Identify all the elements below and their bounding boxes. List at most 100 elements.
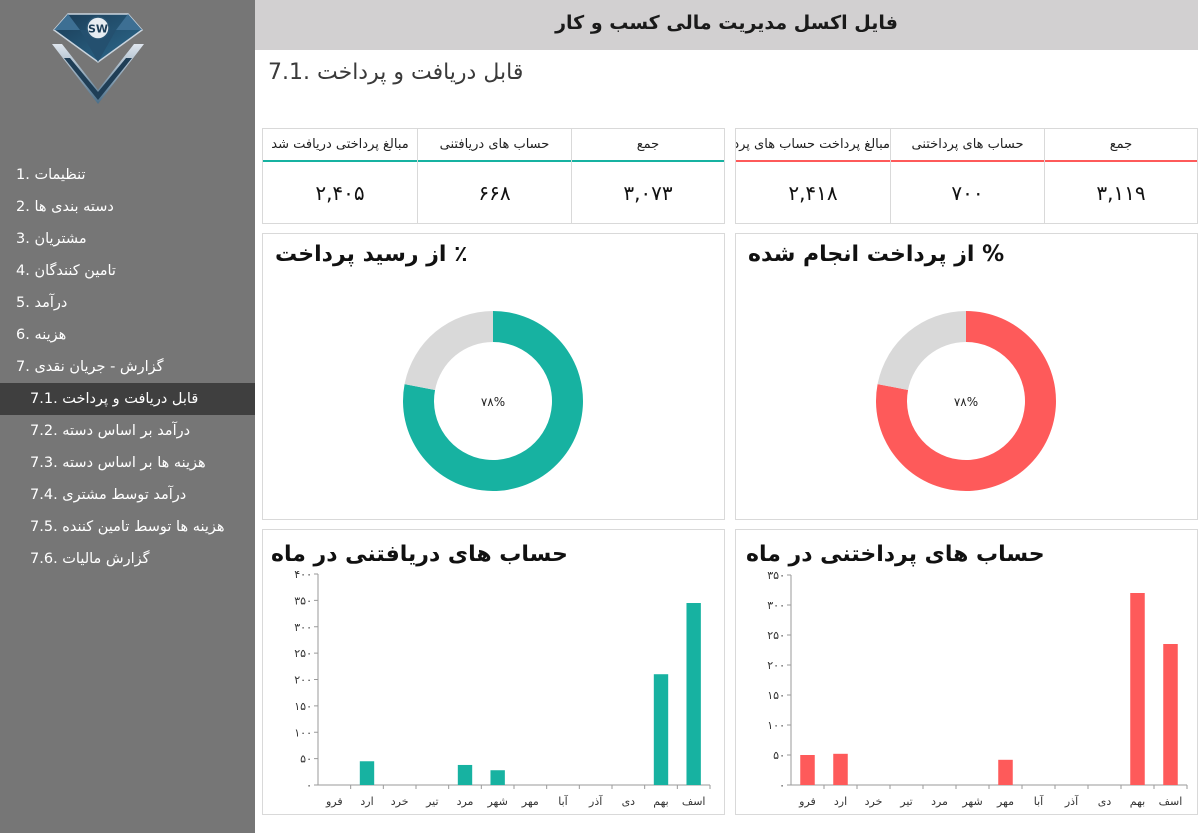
sidebar-item[interactable]: تامین کنندگان .4 xyxy=(16,263,116,279)
stat-value: ۲,۴۰۵ xyxy=(315,181,365,205)
sidebar-item[interactable]: مشتریان .3 xyxy=(16,231,87,247)
stat-header: مبالغ پرداخت حساب های پرداختنی xyxy=(736,137,890,152)
bar xyxy=(833,753,848,785)
x-tick-label: دی xyxy=(622,795,636,808)
x-tick-label: بهم xyxy=(1130,795,1145,808)
x-tick-label: آذر xyxy=(1064,794,1079,808)
x-tick-label: ارد xyxy=(360,795,373,808)
stat-header: حساب های دریافتنی xyxy=(439,137,550,152)
stat-received: مبالغ پرداختی دریافت شد ۲,۴۰۵ xyxy=(263,129,417,223)
page-title: قابل دریافت و پرداخت .7.1 xyxy=(268,60,524,85)
y-tick-label: ۵۰ xyxy=(300,753,312,766)
sidebar: SW تنظیمات .1 دسته بندی ها .2 مشتریان .3 تا… xyxy=(0,0,255,833)
donut-slice-rest xyxy=(404,311,493,390)
stat-accent-line xyxy=(736,160,890,162)
y-tick-label: ۳۰۰ xyxy=(294,621,312,634)
x-tick-label: فرو xyxy=(798,795,816,808)
header-bar: فایل اکسل مدیریت مالی کسب و کار xyxy=(255,0,1198,50)
diamond-logo-icon: SW xyxy=(50,8,146,108)
stat-payable: حساب های پرداختنی ۷۰۰ xyxy=(890,129,1044,223)
stat-value: ۲,۴۱۸ xyxy=(788,181,838,205)
x-tick-label: مرد xyxy=(457,795,474,808)
sidebar-item[interactable]: درآمد .5 xyxy=(16,295,68,311)
y-tick-label: ۲۰۰ xyxy=(294,674,312,687)
sidebar-item[interactable]: درآمد بر اساس دسته .7.2 xyxy=(30,423,191,439)
stat-header: مبالغ پرداختی دریافت شد xyxy=(271,137,409,152)
bar xyxy=(653,674,669,785)
stat-value: ۷۰۰ xyxy=(951,181,984,205)
stat-accent-line xyxy=(263,160,417,162)
bar xyxy=(490,770,505,785)
payment-donut-chart: ۷۸% xyxy=(876,311,1056,491)
stat-paid: مبالغ پرداخت حساب های پرداختنی ۲,۴۱۸ xyxy=(736,129,890,223)
x-tick-label: مرد xyxy=(931,795,948,808)
y-tick-label: ۳۵۰ xyxy=(767,569,785,582)
app-title: فایل اکسل مدیریت مالی کسب و کار xyxy=(555,12,898,34)
payable-summary-panel: مبالغ پرداخت حساب های پرداختنی ۲,۴۱۸ حسا… xyxy=(735,128,1198,224)
stat-header: حساب های پرداختنی xyxy=(911,137,1024,152)
sidebar-item[interactable]: تنظیمات .1 xyxy=(16,167,86,183)
sidebar-item[interactable]: هزینه ها توسط تامین کننده .7.5 xyxy=(30,519,225,535)
sidebar-item[interactable]: گزارش - جریان نقدی .7 xyxy=(16,359,164,375)
x-tick-label: آبا xyxy=(558,794,568,808)
sidebar-item[interactable]: درآمد توسط مشتری .7.4 xyxy=(30,487,187,503)
y-tick-label: ۲۵۰ xyxy=(767,629,785,642)
payment-donut-panel: % از پرداخت انجام شده ۷۸% xyxy=(735,233,1198,520)
x-tick-label: خرد xyxy=(865,795,883,808)
x-tick-label: تیر xyxy=(425,795,438,808)
donut-slice-value xyxy=(876,311,1056,491)
stat-header: جمع xyxy=(1109,137,1133,152)
x-tick-label: مهر xyxy=(996,795,1014,808)
y-tick-label: ۱۵۰ xyxy=(767,689,785,702)
stat-total: جمع ۳,۱۱۹ xyxy=(1044,129,1197,223)
chart-title: حساب های دریافتنی در ماه xyxy=(271,542,568,567)
stat-header: جمع xyxy=(636,137,660,152)
svg-text:SW: SW xyxy=(88,23,108,36)
x-tick-label: شهر xyxy=(961,795,982,808)
sidebar-item[interactable]: قابل دریافت و پرداخت .7.1 xyxy=(0,383,255,415)
receivable-bar-chart-panel: حساب های دریافتنی در ماه ۰ ۵۰ ۱۰۰ ۱۵۰ ۲۰۰ ۲۵۰… xyxy=(262,529,725,815)
stat-accent-line xyxy=(1045,160,1197,162)
x-tick-label: اسف xyxy=(682,795,706,808)
y-tick-label: ۳۰۰ xyxy=(767,599,785,612)
sidebar-menu: تنظیمات .1 دسته بندی ها .2 مشتریان .3 تامین… xyxy=(0,159,255,575)
stat-value: ۳,۱۱۹ xyxy=(1096,181,1146,205)
panel-title: % از پرداخت انجام شده xyxy=(748,242,1005,267)
sidebar-item[interactable]: هزینه .6 xyxy=(16,327,67,343)
y-tick-label: ۳۵۰ xyxy=(294,594,312,607)
y-tick-label: ۵۰ xyxy=(773,749,785,762)
donut-label: ۷۸% xyxy=(954,395,978,409)
y-tick-label: ۲۵۰ xyxy=(294,647,312,660)
receipt-donut-chart: ۷۸% xyxy=(403,311,583,491)
stat-accent-line xyxy=(891,160,1044,162)
stat-receivable: حساب های دریافتنی ۶۶۸ xyxy=(417,129,571,223)
chart-title: حساب های پرداختنی در ماه xyxy=(746,542,1045,567)
bar xyxy=(800,755,815,785)
payable-bar-chart: ۰ ۵۰ ۱۰۰ ۱۵۰ ۲۰۰ ۲۵۰ ۳۰۰ ۳۵۰ فرو ارد خرد تیر مرد شهر م… xyxy=(767,569,1188,808)
y-tick-label: ۱۰۰ xyxy=(294,726,312,739)
y-tick-label: ۰ xyxy=(779,779,785,792)
stat-value: ۶۶۸ xyxy=(478,181,511,205)
stat-accent-line xyxy=(418,160,571,162)
bar xyxy=(1163,644,1178,785)
stat-total: جمع ۳,۰۷۳ xyxy=(571,129,724,223)
sidebar-item[interactable]: گزارش مالیات .7.6 xyxy=(30,551,150,567)
x-tick-label: شهر xyxy=(486,795,507,808)
x-tick-label: اسف xyxy=(1159,795,1183,808)
receipt-donut-panel: ٪ از رسید پرداخت ۷۸% xyxy=(262,233,725,520)
sidebar-item[interactable]: هزینه ها بر اساس دسته .7.3 xyxy=(30,455,206,471)
bar xyxy=(998,759,1013,785)
y-tick-label: ۱۵۰ xyxy=(294,700,312,713)
sidebar-item[interactable]: دسته بندی ها .2 xyxy=(16,199,114,215)
x-tick-label: ارد xyxy=(834,795,847,808)
payable-bar-chart-panel: حساب های پرداختنی در ماه ۰ ۵۰ ۱۰۰ ۱۵۰ ۲۰۰ ۲۵۰… xyxy=(735,529,1198,815)
bar xyxy=(457,764,473,785)
x-tick-label: دی xyxy=(1098,795,1112,808)
stat-value: ۳,۰۷۳ xyxy=(623,181,673,205)
y-tick-label: ۴۰۰ xyxy=(294,568,312,581)
bar xyxy=(686,603,701,785)
y-tick-label: ۲۰۰ xyxy=(767,659,785,672)
panel-title: ٪ از رسید پرداخت xyxy=(275,242,468,267)
donut-label: ۷۸% xyxy=(481,395,505,409)
donut-slice-value xyxy=(403,311,583,491)
